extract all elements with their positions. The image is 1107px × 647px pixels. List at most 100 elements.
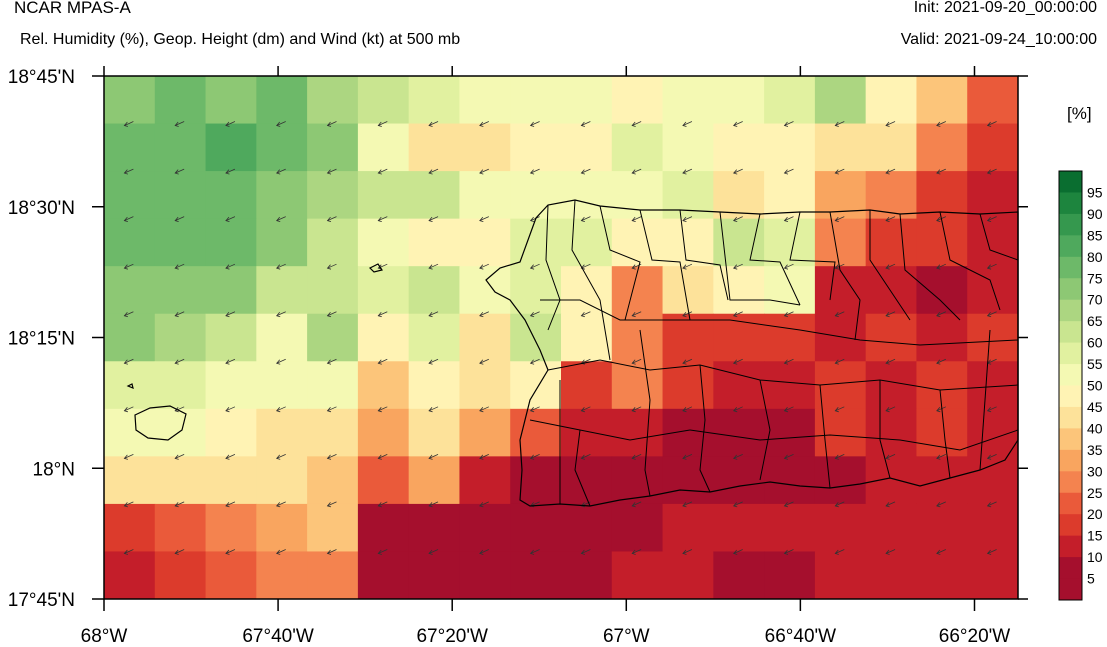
wind-arrow <box>428 121 439 127</box>
wind-arrow <box>682 263 693 270</box>
heatmap-cell <box>408 408 460 457</box>
heatmap-cell <box>408 171 460 220</box>
wind-arrow <box>682 168 693 175</box>
heatmap-cell <box>865 503 917 552</box>
heatmap-cell <box>357 76 410 125</box>
heatmap-cell <box>662 551 714 600</box>
wind-arrow <box>783 121 794 127</box>
wind-arrow <box>174 263 185 270</box>
colorbar-label: 90 <box>1087 206 1103 222</box>
wind-arrow <box>479 168 489 175</box>
heatmap-cell <box>764 76 816 125</box>
heatmap-cell <box>408 218 460 267</box>
wind-arrow <box>479 406 489 413</box>
wind-arrow <box>936 406 946 413</box>
wind-arrow <box>326 121 337 127</box>
heatmap-cell <box>865 123 917 172</box>
heatmap-cell <box>510 218 562 267</box>
municipality-border <box>547 359 701 371</box>
wind-arrow <box>783 453 794 460</box>
wind-arrow <box>580 121 591 127</box>
heatmap-cell <box>307 218 359 267</box>
heatmap-cell <box>154 76 207 125</box>
wind-arrow <box>326 168 337 175</box>
heatmap-cell <box>713 171 765 220</box>
heatmap-cell <box>814 218 867 267</box>
wind-arrow <box>936 358 946 365</box>
y-tick-label: 18°30'N <box>8 198 75 219</box>
heatmap-cell <box>713 456 765 505</box>
heatmap-cell <box>713 408 765 457</box>
wind-arrow <box>733 406 743 413</box>
colorbar: 95 90 85 80 75 70 65 60 55 50 45 40 35 30 25 20 15 10 5 <box>1058 170 1103 601</box>
heatmap-cell <box>916 266 968 315</box>
colorbar-label: 95 <box>1087 184 1103 200</box>
wind-arrow <box>986 311 997 318</box>
heatmap-cell <box>459 551 511 600</box>
wind-arrow <box>123 216 134 223</box>
wind-arrow <box>580 311 591 318</box>
wind-arrow <box>783 358 794 365</box>
heatmap-cell <box>357 503 410 552</box>
wind-arrow <box>377 168 388 175</box>
colorbar-swatch <box>1059 578 1082 600</box>
wind-arrow <box>479 358 489 365</box>
wind-arrow <box>377 311 388 318</box>
wind-arrow <box>885 168 896 175</box>
heatmap-cell <box>916 503 968 552</box>
wind-arrow <box>834 358 845 365</box>
wind-arrow <box>682 121 693 127</box>
heatmap-cell <box>459 123 511 172</box>
heatmap-cell <box>561 551 613 600</box>
heatmap-cell <box>916 171 968 220</box>
wind-arrow <box>377 549 388 555</box>
heatmap-cell <box>561 123 613 172</box>
heatmap-cell <box>916 76 968 125</box>
heatmap-cell <box>865 361 917 410</box>
wind-arrow <box>377 501 388 508</box>
municipality-border <box>729 319 1019 346</box>
heatmap-cell <box>510 551 562 600</box>
wind-arrow <box>834 549 845 555</box>
heatmap-cell <box>561 313 613 362</box>
heatmap-cell <box>916 218 968 267</box>
wind-arrow <box>936 168 946 175</box>
heatmap-cell <box>662 171 714 220</box>
y-axis: 18°45'N 18°30'N 18°15'N 18°N 17°45'N <box>8 67 1028 611</box>
colorbar-label: 70 <box>1087 292 1103 308</box>
wind-arrow <box>631 453 642 460</box>
colorbar-swatch <box>1059 449 1082 472</box>
heatmap-cell <box>154 551 207 600</box>
wind-arrow <box>123 549 134 555</box>
wind-arrow <box>733 121 743 127</box>
heatmap-cell <box>611 313 664 362</box>
heatmap-cell <box>459 218 511 267</box>
colorbar-swatch <box>1059 514 1082 537</box>
wind-arrow <box>682 358 693 365</box>
colorbar-label: 80 <box>1087 249 1103 265</box>
wind-arrow <box>428 311 439 318</box>
colorbar-label: 75 <box>1087 270 1103 286</box>
heatmap-cell <box>256 456 308 505</box>
subtitle: Rel. Humidity (%), Geop. Height (dm) and… <box>20 31 461 48</box>
municipality-border <box>574 429 591 507</box>
heatmap-cell <box>307 171 359 220</box>
heatmap-cell <box>764 218 816 267</box>
wind-arrow <box>123 121 134 127</box>
heatmap-cell <box>916 313 968 362</box>
heatmap-cell <box>814 266 867 315</box>
municipality-border <box>639 209 691 321</box>
heatmap-cell <box>967 266 1019 315</box>
wind-arrow <box>783 501 794 508</box>
heatmap-cell <box>967 551 1019 600</box>
wind-arrow <box>174 311 185 318</box>
heatmap-cell <box>154 266 207 315</box>
heatmap-cell <box>459 313 511 362</box>
municipality-border <box>939 389 951 479</box>
wind-arrow <box>377 406 388 413</box>
heatmap-cell <box>713 551 765 600</box>
heatmap-cell <box>814 361 867 410</box>
wind-arrow <box>631 358 642 365</box>
heatmap-cell <box>205 171 257 220</box>
heatmap-cell <box>104 218 156 267</box>
